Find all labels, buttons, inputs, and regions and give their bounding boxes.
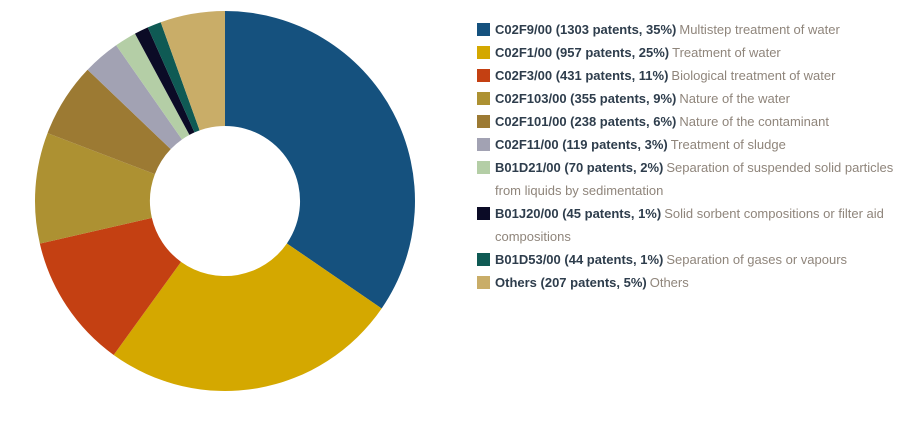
legend-item-c02f1-00[interactable]: C02F1/00 (957 patents, 25%) Treatment of … [477,41,899,64]
pie-slice-c02f1-00[interactable] [113,243,382,391]
legend-description: Solid sorbent compositions or filter aid… [495,206,884,244]
legend-description: Separation of gases or vapours [666,252,848,267]
chart-legend: C02F9/00 (1303 patents, 35%) Multistep tr… [477,18,899,294]
legend-swatch-c02f101-00 [477,115,490,128]
legend-label: C02F103/00 (355 patents, 9%) [495,91,677,106]
legend-swatch-c02f3-00 [477,69,490,82]
pie-slice-others[interactable] [160,11,225,131]
legend-label: C02F9/00 (1303 patents, 35%) [495,22,677,37]
legend-description: Nature of the contaminant [679,114,829,129]
legend-swatch-c02f9-00 [477,23,490,36]
legend-item-c02f11-00[interactable]: C02F11/00 (119 patents, 3%) Treatment of … [477,133,899,156]
legend-label: C02F1/00 (957 patents, 25%) [495,45,670,60]
pie-slice-c02f101-00[interactable] [47,69,171,175]
legend-item-b01d21-00[interactable]: B01D21/00 (70 patents, 2%) Separation of … [477,156,899,202]
legend-item-c02f103-00[interactable]: C02F103/00 (355 patents, 9%) Nature of th… [477,87,899,110]
legend-label: Others (207 patents, 5%) [495,275,647,290]
legend-label: B01D21/00 (70 patents, 2%) [495,160,664,175]
legend-description: Treatment of water [672,45,781,60]
legend-swatch-b01j20-00 [477,207,490,220]
pie-slice-b01j20-00[interactable] [135,27,195,135]
legend-description: Biological treatment of water [671,68,836,83]
donut-chart [34,11,415,391]
pie-slice-b01d53-00[interactable] [147,22,200,133]
legend-label: C02F3/00 (431 patents, 11%) [495,68,669,83]
legend-description: Others [649,275,689,290]
legend-label: C02F101/00 (238 patents, 6%) [495,114,677,129]
pie-slice-b01d21-00[interactable] [116,33,190,140]
pie-slice-c02f9-00[interactable] [225,11,415,309]
pie-slice-c02f11-00[interactable] [87,45,182,150]
legend-item-c02f3-00[interactable]: C02F3/00 (431 patents, 11%) Biological tr… [477,64,899,87]
legend-label: C02F11/00 (119 patents, 3%) [495,137,668,152]
legend-item-c02f101-00[interactable]: C02F101/00 (238 patents, 6%) Nature of th… [477,110,899,133]
legend-description: Nature of the water [679,91,790,106]
legend-swatch-c02f11-00 [477,138,490,151]
legend-description: Separation of suspended solid particles … [495,160,894,198]
legend-label: B01J20/00 (45 patents, 1%) [495,206,662,221]
legend-swatch-c02f1-00 [477,46,490,59]
legend-swatch-b01d53-00 [477,253,490,266]
legend-item-b01j20-00[interactable]: B01J20/00 (45 patents, 1%) Solid sorbent … [477,202,899,248]
legend-item-c02f9-00[interactable]: C02F9/00 (1303 patents, 35%) Multistep tr… [477,18,899,41]
legend-swatch-others [477,276,490,289]
legend-item-b01d53-00[interactable]: B01D53/00 (44 patents, 1%) Separation of … [477,248,899,271]
legend-swatch-c02f103-00 [477,92,490,105]
legend-swatch-b01d21-00 [477,161,490,174]
legend-item-others[interactable]: Others (207 patents, 5%) Others [477,271,899,294]
pie-slice-c02f3-00[interactable] [39,217,182,355]
legend-description: Multistep treatment of water [679,22,840,37]
legend-description: Treatment of sludge [670,137,786,152]
legend-label: B01D53/00 (44 patents, 1%) [495,252,664,267]
pie-slice-c02f103-00[interactable] [34,133,155,244]
